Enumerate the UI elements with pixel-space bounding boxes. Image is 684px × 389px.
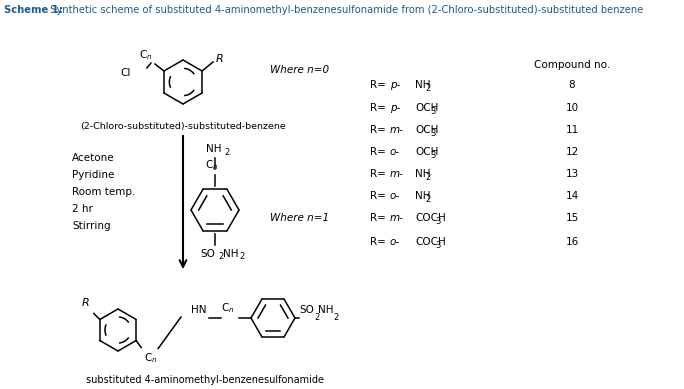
- Text: 3: 3: [430, 151, 436, 159]
- Text: Room temp.: Room temp.: [72, 187, 135, 197]
- Text: 3: 3: [435, 217, 440, 226]
- Text: Cl: Cl: [120, 68, 131, 78]
- Text: R: R: [216, 54, 224, 64]
- Text: 2: 2: [224, 148, 229, 157]
- Text: o-: o-: [390, 191, 400, 201]
- Text: HN: HN: [191, 305, 207, 315]
- Text: 3: 3: [435, 240, 440, 249]
- Text: 10: 10: [566, 103, 579, 113]
- Text: 2 hr: 2 hr: [72, 204, 93, 214]
- Text: OCH: OCH: [415, 103, 438, 113]
- Text: 2: 2: [425, 194, 430, 203]
- Text: NH: NH: [223, 249, 239, 259]
- Text: 16: 16: [566, 237, 579, 247]
- Text: R=: R=: [370, 103, 386, 113]
- Text: Acetone: Acetone: [72, 153, 115, 163]
- Text: Compound no.: Compound no.: [534, 60, 610, 70]
- Text: Where n=1: Where n=1: [270, 213, 329, 223]
- Text: NH: NH: [415, 80, 430, 90]
- Text: 2: 2: [314, 314, 319, 322]
- Text: m-: m-: [390, 213, 404, 223]
- Text: m-: m-: [390, 169, 404, 179]
- Text: R=: R=: [370, 147, 386, 157]
- Text: Stirring: Stirring: [72, 221, 111, 231]
- Text: $\mathregular{C}_n$: $\mathregular{C}_n$: [205, 158, 219, 172]
- Text: 2: 2: [239, 252, 244, 261]
- Text: $\mathregular{C}_n$: $\mathregular{C}_n$: [144, 352, 157, 365]
- Text: 2: 2: [218, 252, 223, 261]
- Text: 8: 8: [568, 80, 575, 90]
- Text: R=: R=: [370, 237, 386, 247]
- Text: R=: R=: [370, 213, 386, 223]
- Text: Synthetic scheme of substituted 4-aminomethyl-benzenesulfonamide from (2-Chloro-: Synthetic scheme of substituted 4-aminom…: [47, 5, 644, 15]
- Text: 2: 2: [333, 314, 339, 322]
- Text: NH: NH: [415, 191, 430, 201]
- Text: substituted 4-aminomethyl-benzenesulfonamide: substituted 4-aminomethyl-benzenesulfona…: [86, 375, 324, 385]
- Text: COCH: COCH: [415, 213, 446, 223]
- Text: 15: 15: [566, 213, 579, 223]
- Text: R=: R=: [370, 80, 386, 90]
- Text: NH: NH: [415, 169, 430, 179]
- Text: 3: 3: [430, 107, 436, 116]
- Text: R=: R=: [370, 191, 386, 201]
- Text: 2: 2: [425, 84, 430, 93]
- Text: NH: NH: [207, 144, 222, 154]
- Text: SO: SO: [299, 305, 314, 315]
- Text: OCH: OCH: [415, 125, 438, 135]
- Text: m-: m-: [390, 125, 404, 135]
- Text: NH: NH: [318, 305, 334, 315]
- Text: R=: R=: [370, 125, 386, 135]
- Text: COCH: COCH: [415, 237, 446, 247]
- Text: p-: p-: [390, 80, 400, 90]
- Text: p-: p-: [390, 103, 400, 113]
- Text: Scheme 1:: Scheme 1:: [4, 5, 63, 15]
- Text: 13: 13: [566, 169, 579, 179]
- Text: 14: 14: [566, 191, 579, 201]
- Text: 11: 11: [566, 125, 579, 135]
- Text: $\mathregular{C}_n$: $\mathregular{C}_n$: [221, 301, 235, 315]
- Text: o-: o-: [390, 237, 400, 247]
- Text: $\mathregular{C}_n$: $\mathregular{C}_n$: [140, 48, 153, 62]
- Text: 3: 3: [430, 128, 436, 137]
- Text: 2: 2: [425, 172, 430, 182]
- Text: SO: SO: [200, 249, 215, 259]
- Text: Pyridine: Pyridine: [72, 170, 114, 180]
- Text: (2-Chloro-substituted)-substituted-benzene: (2-Chloro-substituted)-substituted-benze…: [80, 122, 286, 131]
- Text: R=: R=: [370, 169, 386, 179]
- Text: OCH: OCH: [415, 147, 438, 157]
- Text: o-: o-: [390, 147, 400, 157]
- Text: R: R: [82, 298, 90, 307]
- Text: 12: 12: [566, 147, 579, 157]
- Text: Where n=0: Where n=0: [270, 65, 329, 75]
